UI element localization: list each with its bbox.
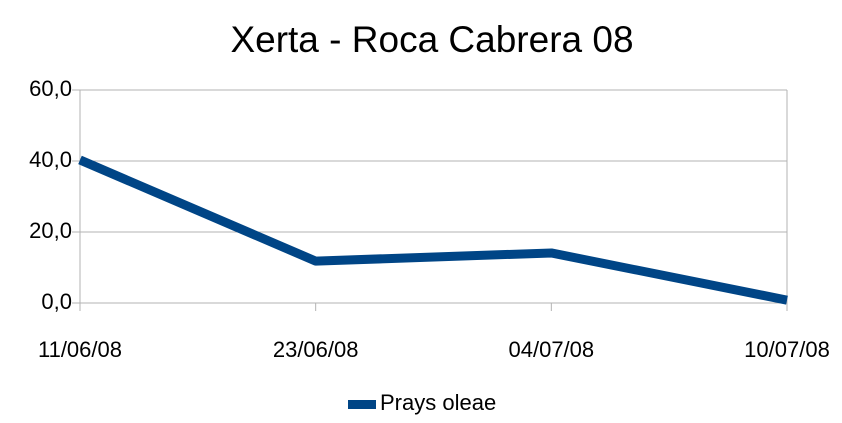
y-tick-label: 20,0	[29, 218, 72, 243]
y-tick-label: 0,0	[41, 289, 72, 314]
legend-swatch	[348, 400, 376, 409]
y-tick-label: 60,0	[29, 76, 72, 101]
chart-title: Xerta - Roca Cabrera 08	[230, 19, 633, 60]
x-tick-label: 04/07/08	[509, 337, 595, 362]
legend-label: Prays oleae	[380, 390, 496, 415]
y-tick-label: 40,0	[29, 147, 72, 172]
x-tick-label: 11/06/08	[38, 337, 122, 362]
x-tick-label: 10/07/08	[744, 337, 830, 362]
x-tick-label: 23/06/08	[273, 337, 359, 362]
series-line	[78, 155, 788, 305]
